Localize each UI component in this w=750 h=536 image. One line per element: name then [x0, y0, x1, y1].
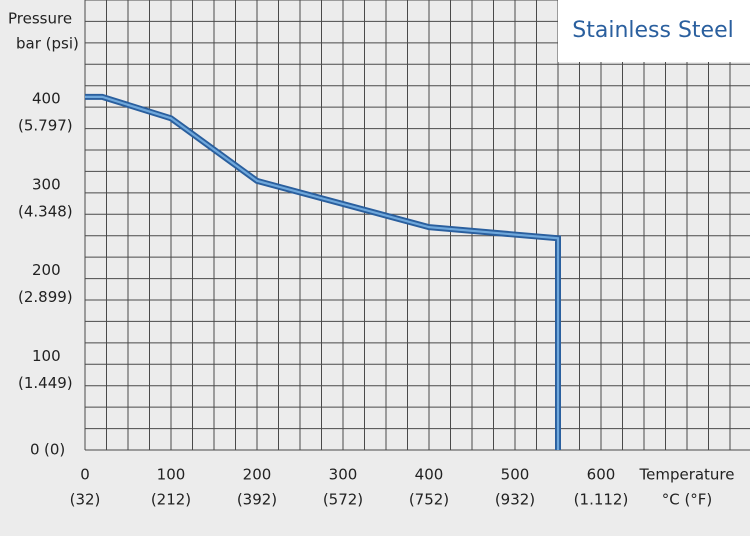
x-tick-label-secondary: (392) [237, 491, 277, 509]
x-tick-label-secondary: (1.112) [574, 491, 629, 509]
x-tick-label: 0 [80, 466, 90, 484]
x-tick-label-secondary: (752) [409, 491, 449, 509]
x-tick-label: 200 [243, 466, 272, 484]
y-tick-label: 400 [32, 90, 61, 108]
title-box [558, 0, 750, 62]
line-highlight [85, 95, 560, 450]
y-tick-label-secondary: (5.797) [18, 117, 73, 135]
y-tick-label: 0 [30, 441, 40, 459]
x-tick-label: 300 [329, 466, 358, 484]
y-axis-label: Pressure [8, 10, 72, 28]
y-tick-label-secondary: (4.348) [18, 202, 73, 220]
x-tick-label-secondary: (212) [151, 491, 191, 509]
x-tick-label-secondary: (932) [495, 491, 535, 509]
y-axis-label: bar (psi) [16, 35, 79, 53]
chart-title: Stainless Steel [572, 18, 733, 43]
x-tick-label-secondary: (572) [323, 491, 363, 509]
y-tick-label: 100 [32, 347, 61, 365]
x-tick-label-secondary: (32) [70, 491, 101, 509]
x-tick-label: 100 [157, 466, 186, 484]
y-tick-label-secondary: (2.899) [18, 288, 73, 306]
y-tick-label-secondary: (1.449) [18, 374, 73, 392]
y-tick-label: 200 [32, 261, 61, 279]
y-tick-label: 300 [32, 175, 61, 193]
x-axis-label: °C (°F) [662, 491, 713, 509]
x-tick-label: 400 [415, 466, 444, 484]
plot [85, 93, 561, 450]
y-tick-label-secondary: (0) [44, 441, 65, 459]
x-tick-label: 500 [501, 466, 530, 484]
x-tick-label: 600 [587, 466, 616, 484]
x-axis-label: Temperature [638, 466, 734, 484]
